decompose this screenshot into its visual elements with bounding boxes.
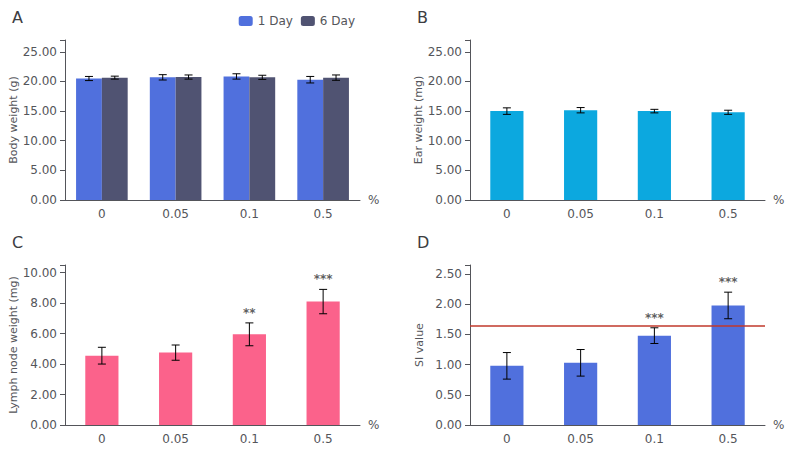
svg-text:B: B [417, 8, 428, 27]
svg-text:0: 0 [98, 207, 106, 221]
svg-text:0.1: 0.1 [645, 207, 664, 221]
svg-text:%: % [368, 418, 379, 432]
svg-text:8.00: 8.00 [30, 296, 57, 310]
svg-text:25.00: 25.00 [428, 45, 462, 59]
svg-text:0.5: 0.5 [314, 207, 333, 221]
svg-text:SI value: SI value [413, 323, 426, 367]
svg-text:0.05: 0.05 [567, 432, 594, 446]
svg-text:0: 0 [503, 207, 511, 221]
svg-text:0.05: 0.05 [162, 432, 189, 446]
svg-text:0.00: 0.00 [30, 193, 57, 207]
svg-text:0.1: 0.1 [645, 432, 664, 446]
svg-text:20.00: 20.00 [23, 74, 57, 88]
svg-text:0: 0 [98, 432, 106, 446]
svg-text:6 Day: 6 Day [320, 14, 355, 28]
svg-text:0.1: 0.1 [240, 207, 259, 221]
svg-text:0: 0 [503, 432, 511, 446]
svg-text:0.00: 0.00 [30, 418, 57, 432]
svg-text:5.00: 5.00 [435, 163, 462, 177]
svg-text:0.00: 0.00 [435, 193, 462, 207]
svg-text:C: C [12, 233, 23, 252]
svg-text:***: *** [645, 311, 665, 325]
svg-text:20.00: 20.00 [428, 74, 462, 88]
svg-text:**: ** [243, 306, 256, 320]
svg-text:0.5: 0.5 [719, 432, 738, 446]
svg-text:%: % [368, 193, 379, 207]
svg-text:0.5: 0.5 [719, 207, 738, 221]
svg-text:0.00: 0.00 [435, 418, 462, 432]
svg-text:Body weight (g): Body weight (g) [7, 76, 20, 163]
svg-text:Lymph node weight (mg): Lymph node weight (mg) [7, 276, 20, 414]
svg-text:4.00: 4.00 [30, 357, 57, 371]
svg-text:0.1: 0.1 [240, 432, 259, 446]
svg-text:%: % [773, 418, 784, 432]
svg-text:10.00: 10.00 [428, 134, 462, 148]
svg-text:5.00: 5.00 [30, 163, 57, 177]
svg-text:15.00: 15.00 [428, 104, 462, 118]
svg-text:2.00: 2.00 [435, 297, 462, 311]
svg-text:0.05: 0.05 [162, 207, 189, 221]
svg-text:1 Day: 1 Day [258, 14, 293, 28]
svg-text:2.00: 2.00 [30, 388, 57, 402]
svg-text:2.50: 2.50 [435, 267, 462, 281]
svg-text:1.00: 1.00 [435, 358, 462, 372]
svg-text:0.05: 0.05 [567, 207, 594, 221]
svg-text:0.50: 0.50 [435, 388, 462, 402]
svg-text:1.50: 1.50 [435, 327, 462, 341]
svg-text:10.00: 10.00 [23, 134, 57, 148]
svg-text:D: D [417, 233, 429, 252]
svg-text:***: *** [719, 275, 739, 289]
svg-text:A: A [12, 8, 23, 27]
svg-text:***: *** [314, 272, 334, 286]
svg-text:25.00: 25.00 [23, 45, 57, 59]
svg-text:15.00: 15.00 [23, 104, 57, 118]
svg-text:10.00: 10.00 [23, 266, 57, 280]
svg-text:%: % [773, 193, 784, 207]
svg-text:6.00: 6.00 [30, 327, 57, 341]
svg-text:Ear weight (mg): Ear weight (mg) [412, 76, 425, 165]
svg-text:0.5: 0.5 [314, 432, 333, 446]
